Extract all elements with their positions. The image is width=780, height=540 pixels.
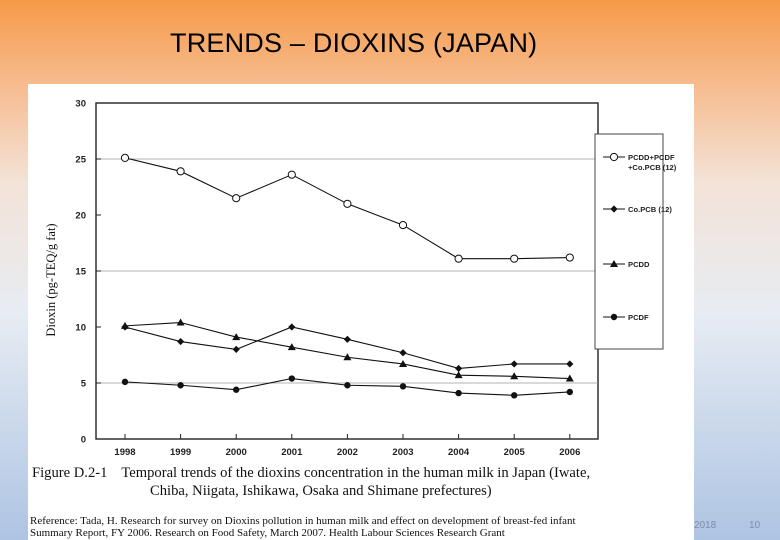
series-line-3 [124, 321, 570, 380]
x-tick-label-1999: 1999 [170, 447, 191, 458]
data-point-s2-2005 [510, 360, 518, 368]
data-point-s3-2004 [454, 371, 463, 379]
figure-caption: Figure D.2-1 Temporal trends of the dioxi… [32, 464, 692, 500]
x-tick-label-2005: 2005 [504, 447, 526, 458]
caption-line-1: Temporal trends of the dioxins concentra… [121, 465, 591, 481]
legend-marker-2 [610, 205, 618, 213]
data-point-s3-2006 [565, 374, 574, 382]
x-tick-label-2001: 2001 [281, 447, 303, 458]
y-axis-label: Dioxin (pg-TEQ/g fat) [44, 223, 58, 336]
data-point-s3-2002 [343, 353, 352, 361]
data-point-s2-2006 [566, 360, 574, 368]
y-tick-label-25: 25 [75, 155, 86, 166]
caption-line-2: Chiba, Niigata, Ishikawa, Osaka and Shim… [150, 483, 492, 499]
data-point-s1-2006 [565, 253, 574, 262]
x-tick-label-2003: 2003 [392, 447, 413, 458]
reference-line-1: Reference: Tada, H. Research for survey … [30, 515, 576, 527]
data-point-s2-2001 [288, 323, 296, 331]
x-tick-label-2006: 2006 [559, 447, 580, 458]
y-tick-label-15: 15 [75, 267, 86, 278]
legend-label-1-2: +Co.PCB (12) [628, 163, 677, 172]
y-tick-label-20: 20 [75, 211, 86, 222]
legend-label-3-1: PCDD [628, 260, 650, 269]
data-point-s1-2002 [343, 199, 352, 208]
data-point-s3-2000 [232, 333, 241, 341]
data-point-s1-2005 [510, 254, 519, 263]
x-tick-label-2004: 2004 [448, 447, 470, 458]
data-point-s1-2003 [398, 220, 408, 230]
data-point-s4-2003 [399, 383, 407, 390]
data-point-s3-1999 [176, 318, 185, 326]
legend-marker-4 [610, 313, 618, 321]
data-point-s1-2004 [454, 254, 463, 263]
figure-label: Figure D.2-1 [32, 465, 108, 481]
x-tick-label-2002: 2002 [337, 447, 358, 458]
data-point-s3-2001 [287, 343, 296, 351]
legend-label-2-1: Co.PCB (12) [628, 205, 672, 214]
data-point-s4-2005 [511, 392, 518, 399]
reference-line-2: Summary Report, FY 2006. Research on Foo… [30, 527, 505, 539]
data-point-s3-2005 [510, 372, 519, 380]
data-point-s2-2002 [343, 335, 351, 343]
data-point-s1-2001 [287, 170, 296, 179]
y-tick-label-5: 5 [81, 379, 87, 390]
reference-text: Reference: Tada, H. Research for survey … [30, 515, 730, 539]
data-point-s4-2004 [455, 389, 462, 397]
data-point-s4-1998 [121, 378, 129, 386]
footer-date: 2018 [694, 520, 717, 531]
dioxin-trend-chart: 0 5 10 15 20 25 30 1998 1999 2000 2001 2002 2003 200… [44, 99, 677, 459]
data-point-s2-2003 [399, 349, 407, 357]
data-point-s4-1999 [177, 382, 184, 389]
data-point-s1-2000 [232, 194, 241, 203]
data-point-s1-1999 [176, 167, 185, 176]
y-tick-label-30: 30 [75, 99, 86, 110]
series-line-2 [124, 326, 570, 369]
legend-label-1-1: PCDD+PCDF [628, 153, 675, 162]
data-point-s4-2001 [288, 375, 295, 382]
slide-title: TRENDS – DIOXINS (JAPAN) [170, 28, 538, 58]
data-point-s4-2002 [344, 382, 351, 389]
data-point-s3-1998 [121, 321, 129, 329]
data-point-s1-1998 [120, 153, 130, 162]
figure-panel: 0 5 10 15 20 25 30 1998 1999 2000 2001 2002 2003 200… [28, 84, 694, 540]
legend-marker-1 [609, 152, 619, 162]
legend-marker-3 [610, 260, 618, 267]
legend-label-4-1: PCDF [628, 313, 649, 322]
y-tick-label-10: 10 [75, 323, 86, 334]
data-point-s4-2000 [233, 386, 240, 393]
x-tick-label-1998: 1998 [114, 447, 135, 458]
page-number: 10 [749, 520, 761, 531]
data-point-s3-2003 [399, 359, 407, 367]
series-line-1 [124, 157, 570, 260]
data-point-s2-1999 [177, 337, 185, 346]
y-tick-label-0: 0 [81, 435, 86, 446]
data-point-s4-2006 [566, 388, 573, 396]
legend-box [594, 133, 664, 350]
x-tick-label-2000: 2000 [226, 447, 247, 458]
data-point-s2-2000 [232, 345, 240, 353]
data-point-s2-2004 [455, 364, 463, 373]
